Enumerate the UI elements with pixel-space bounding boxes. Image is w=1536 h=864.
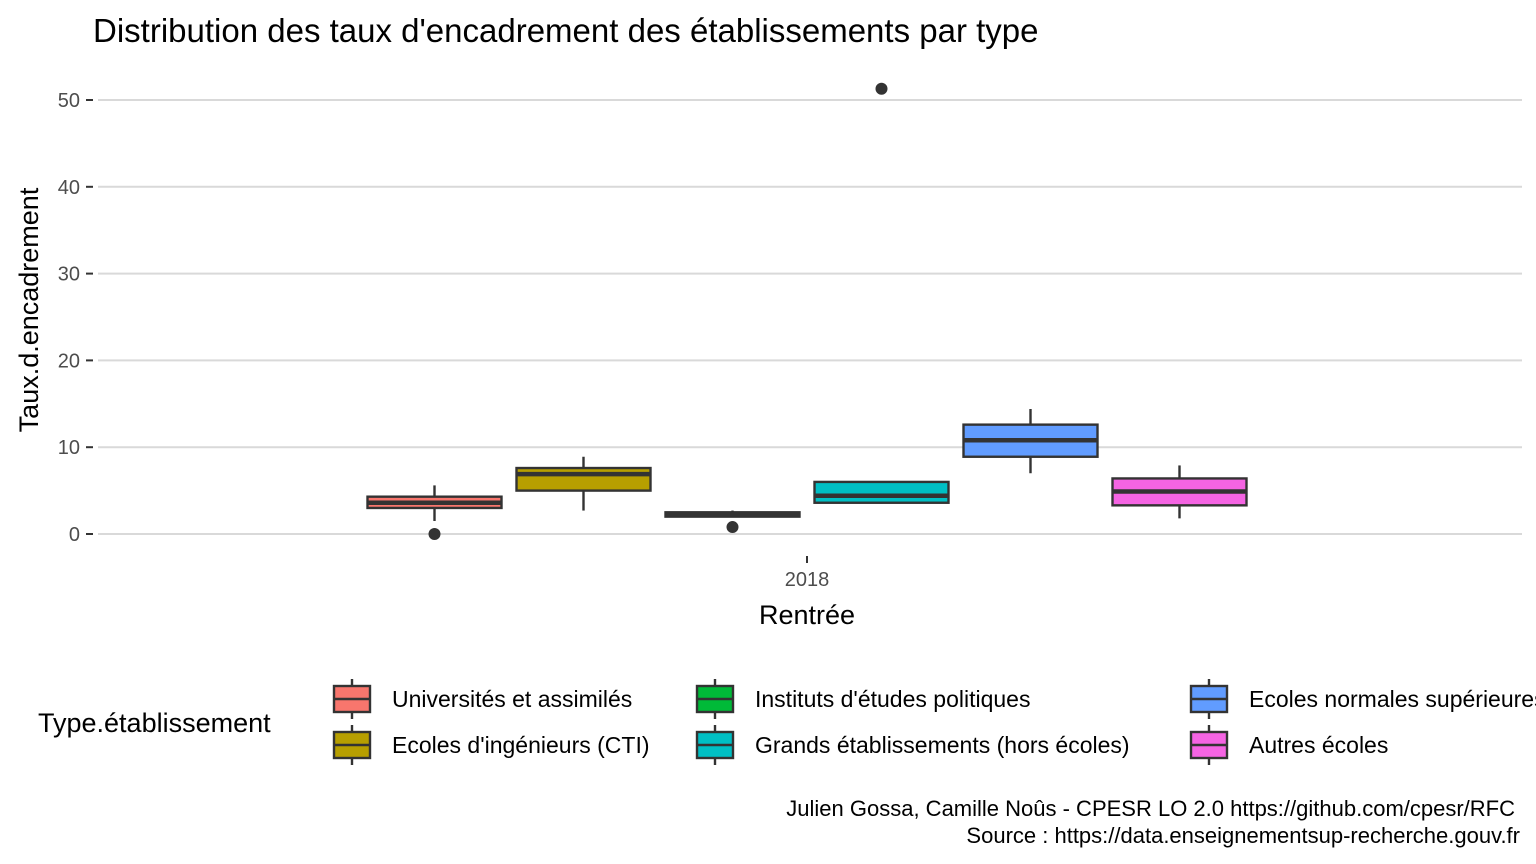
y-tick-label-10: 10 [58, 437, 80, 459]
y-axis-title: Taux.d.encadrement [14, 187, 44, 432]
legend-label-4: Ecoles normales supérieures [1249, 686, 1536, 712]
legend: Type.établissement Universités et assimi… [38, 679, 1536, 765]
box-3-outlier-0 [875, 82, 888, 95]
legend-title: Type.établissement [38, 708, 271, 738]
chart-title: Distribution des taux d'encadrement des … [93, 12, 1038, 49]
legend-label-3: Grands établissements (hors écoles) [755, 732, 1130, 758]
box-0 [366, 485, 503, 540]
legend-label-1: Ecoles d'ingénieurs (CTI) [392, 732, 650, 758]
x-tick-label-2018: 2018 [785, 569, 830, 591]
box-2 [664, 510, 801, 534]
box-2-outlier-0 [726, 521, 739, 534]
caption-line-credits: Julien Gossa, Camille Noûs - CPESR LO 2.… [786, 796, 1515, 821]
y-tick-label-30: 30 [58, 264, 80, 286]
box-5 [1111, 465, 1248, 519]
box-3-iqr [813, 480, 950, 504]
legend-item-0: Universités et assimilés [332, 679, 632, 719]
y-tick-label-20: 20 [58, 350, 80, 372]
caption: Julien Gossa, Camille Noûs - CPESR LO 2.… [786, 796, 1520, 848]
legend-label-5: Autres écoles [1249, 732, 1388, 758]
legend-item-3: Grands établissements (hors écoles) [695, 725, 1130, 765]
y-tick-label-40: 40 [58, 177, 80, 199]
y-tick-label-0: 0 [69, 524, 80, 546]
box-0-outlier-0 [428, 528, 441, 540]
boxplot-series [366, 82, 1248, 540]
legend-item-1: Ecoles d'ingénieurs (CTI) [332, 725, 650, 765]
box-4 [962, 409, 1099, 474]
caption-line-source: Source : https://data.enseignementsup-re… [966, 823, 1520, 848]
box-1-iqr [515, 466, 652, 492]
legend-label-2: Instituts d'études politiques [755, 686, 1030, 712]
legend-item-4: Ecoles normales supérieures [1189, 679, 1536, 719]
gridlines [98, 99, 1522, 535]
x-axis: 2018 [785, 556, 830, 591]
legend-item-2: Instituts d'études politiques [695, 679, 1030, 719]
legend-label-0: Universités et assimilés [392, 686, 632, 712]
legend-item-5: Autres écoles [1189, 725, 1388, 765]
x-axis-title: Rentrée [759, 600, 855, 630]
box-3 [813, 82, 950, 504]
box-1 [515, 456, 652, 511]
y-tick-label-50: 50 [58, 90, 80, 112]
y-axis: 0 10 20 30 40 50 [58, 90, 93, 546]
